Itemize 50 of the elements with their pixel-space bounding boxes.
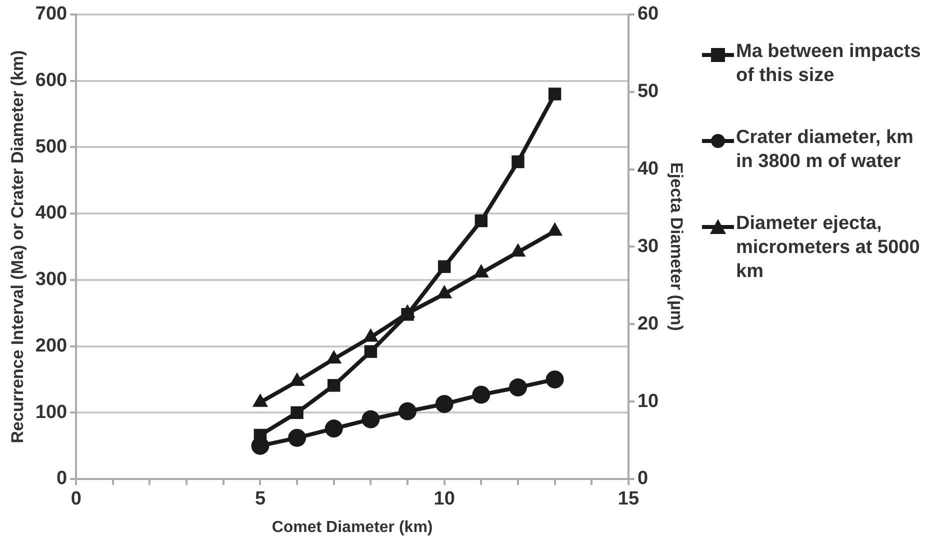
y-tick-label: 300 bbox=[35, 269, 68, 290]
y-tick-label: 500 bbox=[35, 136, 68, 158]
point bbox=[438, 260, 451, 273]
point bbox=[289, 372, 305, 386]
point bbox=[400, 304, 416, 318]
y2-tick-label: 20 bbox=[637, 313, 659, 334]
point bbox=[510, 243, 526, 257]
point bbox=[473, 264, 489, 278]
y2-axis-title: Ejecta Diameter (µm) bbox=[667, 162, 686, 331]
x-tick-label: 10 bbox=[434, 488, 455, 510]
x-axis-title: Comet Diameter (km) bbox=[272, 518, 433, 536]
point bbox=[290, 406, 304, 419]
point bbox=[364, 345, 378, 358]
y2-tick-label: 0 bbox=[637, 468, 648, 490]
y-axis-title: Recurrence Interval (Ma) or Crater Diameter (km) bbox=[8, 50, 27, 444]
y2-tick-label: 50 bbox=[637, 81, 659, 102]
point bbox=[398, 402, 417, 420]
y-tick-label: 100 bbox=[35, 402, 68, 423]
point bbox=[324, 420, 343, 438]
point bbox=[362, 410, 380, 428]
legend-label: Ma between impacts of this size bbox=[736, 40, 922, 88]
point bbox=[252, 393, 268, 407]
y2-tick-label: 30 bbox=[637, 236, 659, 257]
y2-tick-label: 40 bbox=[637, 158, 659, 180]
y-tick-label: 200 bbox=[35, 335, 68, 356]
x-tick-label: 0 bbox=[70, 488, 82, 510]
y2-tick-label: 10 bbox=[637, 390, 659, 412]
point bbox=[548, 88, 562, 100]
y-tick-label: 600 bbox=[35, 70, 68, 92]
y2-tick-label: 60 bbox=[637, 4, 659, 25]
point bbox=[435, 395, 454, 413]
point bbox=[474, 214, 488, 228]
point bbox=[436, 284, 452, 298]
point bbox=[328, 379, 340, 392]
point bbox=[254, 428, 267, 442]
point bbox=[508, 378, 527, 396]
y-tick-label: 700 bbox=[35, 4, 68, 25]
y-tick-label: 400 bbox=[35, 202, 68, 224]
y-tick-label: 0 bbox=[56, 468, 68, 490]
point bbox=[472, 386, 490, 404]
x-tick-label: 15 bbox=[618, 488, 640, 510]
x-tick-label: 5 bbox=[254, 488, 266, 510]
legend-label: Crater diameter, km in 3800 m of water bbox=[736, 126, 914, 174]
point bbox=[546, 370, 564, 388]
point bbox=[288, 428, 306, 447]
legend-label: Diameter ejecta, micrometers at 5000 km bbox=[736, 212, 921, 284]
point bbox=[326, 350, 342, 364]
point bbox=[362, 328, 378, 342]
point bbox=[512, 155, 524, 168]
point bbox=[547, 222, 563, 236]
